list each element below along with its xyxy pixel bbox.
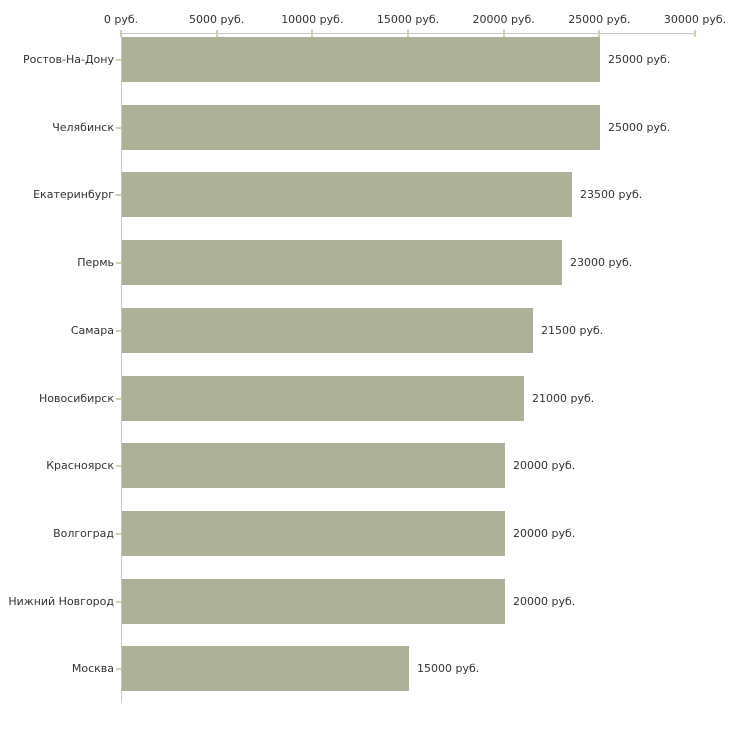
value-label: 21500 руб.	[541, 324, 604, 337]
bar	[122, 172, 572, 217]
bar	[122, 376, 524, 421]
x-tick-mark	[694, 30, 696, 37]
x-tick-mark	[120, 30, 122, 37]
category-label: Самара	[70, 324, 114, 337]
x-tick-label: 15000 руб.	[376, 13, 440, 26]
bar	[122, 105, 600, 150]
category-tick-mark	[116, 398, 121, 400]
category-tick-mark	[116, 59, 121, 61]
bar-row: Самара 21500 руб.	[0, 308, 730, 353]
x-tick-mark	[598, 30, 601, 37]
value-label: 23000 руб.	[570, 256, 633, 269]
x-tick-mark	[502, 30, 505, 37]
category-label: Челябинск	[52, 121, 114, 134]
bar	[122, 579, 505, 624]
bar	[122, 240, 562, 285]
x-tick-label: 25000 руб.	[568, 13, 631, 26]
bar-row: Челябинск 25000 руб.	[0, 105, 730, 150]
bar-row: Пермь 23000 руб.	[0, 240, 730, 285]
value-label: 20000 руб.	[513, 459, 576, 472]
bar-row: Новосибирск 21000 руб.	[0, 376, 730, 421]
bar	[122, 308, 533, 353]
category-label: Красноярск	[46, 459, 114, 472]
value-label: 20000 руб.	[513, 595, 576, 608]
value-label: 25000 руб.	[608, 121, 671, 134]
category-label: Пермь	[77, 256, 114, 269]
category-tick-mark	[116, 465, 121, 467]
value-label: 25000 руб.	[608, 53, 671, 66]
category-tick-mark	[116, 601, 121, 603]
category-tick-mark	[116, 668, 121, 670]
bar	[122, 646, 409, 691]
value-label: 21000 руб.	[532, 392, 595, 405]
bar	[122, 37, 600, 82]
bar	[122, 511, 505, 556]
category-label: Нижний Новгород	[8, 595, 114, 608]
category-label: Ростов-На-Дону	[22, 53, 114, 66]
y-axis-line	[121, 33, 122, 702]
category-label: Новосибирск	[38, 392, 114, 405]
x-tick-label: 10000 руб.	[281, 13, 344, 26]
category-tick-mark	[116, 262, 121, 264]
bar-row: Нижний Новгород 20000 руб.	[0, 579, 730, 624]
x-tick-label: 0 руб.	[103, 13, 139, 26]
x-tick-mark	[215, 30, 218, 37]
x-tick-label: 30000 руб.	[663, 13, 727, 26]
category-tick-mark	[116, 330, 121, 332]
bar-row: Екатеринбург 23500 руб.	[0, 172, 730, 217]
category-tick-mark	[116, 194, 121, 196]
bar	[122, 443, 505, 488]
category-label: Волгоград	[53, 527, 114, 540]
bar-row: Красноярск 20000 руб.	[0, 443, 730, 488]
x-tick-label: 20000 руб.	[472, 13, 535, 26]
value-label: 15000 руб.	[417, 662, 480, 675]
x-tick-mark	[407, 30, 409, 37]
bar-row: Ростов-На-Дону 25000 руб.	[0, 37, 730, 82]
category-label: Москва	[71, 662, 114, 675]
category-label: Екатеринбург	[33, 188, 114, 201]
category-tick-mark	[116, 533, 121, 535]
value-label: 23500 руб.	[580, 188, 643, 201]
category-tick-mark	[116, 127, 121, 129]
value-label: 20000 руб.	[513, 527, 576, 540]
bar-row: Волгоград 20000 руб.	[0, 511, 730, 556]
bar-row: Москва 15000 руб.	[0, 646, 730, 691]
x-tick-label: 5000 руб.	[189, 13, 245, 26]
x-tick-mark	[311, 30, 314, 37]
